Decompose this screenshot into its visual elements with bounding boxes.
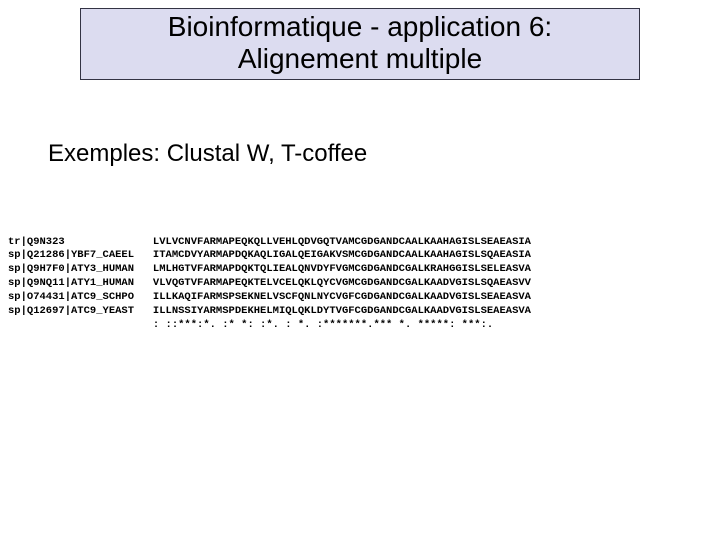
title-line-1: Bioinformatique - application 6:	[89, 11, 631, 43]
subtitle: Exemples: Clustal W, T-coffee	[48, 140, 367, 168]
title-box: Bioinformatique - application 6: Alignem…	[80, 8, 640, 80]
alignment-block: tr|Q9N323 LVLVCNVFARMAPEQKQLLVEHLQDVGQTV…	[8, 236, 712, 333]
title-line-2: Alignement multiple	[89, 43, 631, 75]
slide: Bioinformatique - application 6: Alignem…	[0, 0, 720, 540]
